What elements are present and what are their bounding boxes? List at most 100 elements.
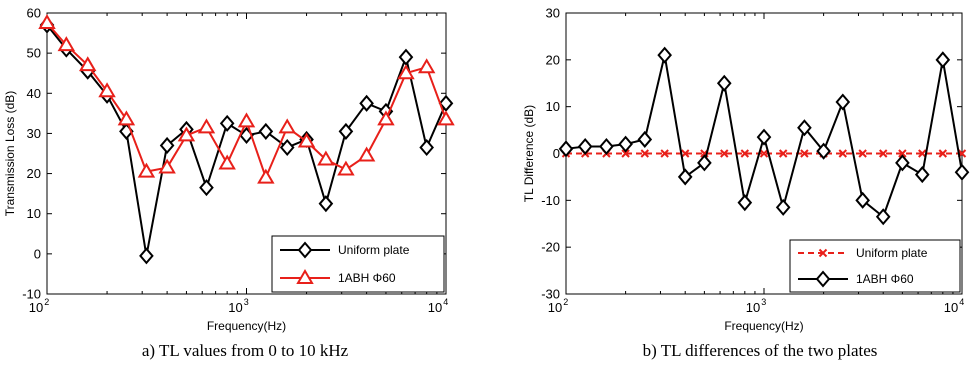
data-point [756,128,772,146]
y-tick-label: 20 [27,166,41,181]
y-tick-label: -10 [541,193,560,208]
data-point [558,140,574,158]
data-point [677,168,693,186]
data-point [938,149,948,158]
data-point [800,149,809,158]
y-tick-label: 10 [546,99,560,114]
data-point [139,247,154,265]
data-point [778,149,788,158]
data-point [918,149,927,158]
data-point [895,154,910,172]
data-point [640,149,649,158]
data-point [219,114,235,132]
data-point [438,94,454,112]
data-point [359,94,374,112]
data-point [377,110,395,126]
data-point [279,138,295,157]
data-point [875,208,891,226]
x-tick-label: 102 [29,297,49,315]
chart-2: 102 103 104 -30 -20 -10 0 10 20 30 Frequency(Hz) TL… [522,6,970,360]
data-point [199,179,214,197]
data-point [740,149,750,158]
data-point [618,135,633,153]
data-point [716,74,732,92]
data-point [297,132,316,148]
data-point [419,138,434,157]
data-point [759,149,769,158]
data-point [697,154,712,172]
data-point [660,149,669,158]
data-point [177,126,196,142]
data-point [879,149,888,158]
data-point [838,149,847,158]
data-point [816,142,831,160]
series-1 [561,149,967,158]
legend-marker [297,241,313,259]
figure-caption: b) TL differences of the two plates [643,341,878,360]
data-point [621,149,630,158]
data-point [57,36,76,52]
data-point [954,163,970,181]
x-tick-label: 104 [428,297,448,315]
data-point [599,137,614,156]
data-point [337,160,355,176]
data-point [158,158,176,174]
x-tick-label: 104 [944,297,964,315]
x-axis-label: Frequency(Hz) [207,319,286,333]
data-point [417,58,436,74]
legend-label: 1ABH Φ60 [856,272,914,286]
y-tick-label: 40 [27,86,41,101]
series-2 [558,46,970,226]
legend-label: Uniform plate [338,243,410,257]
legend-marker [815,270,831,288]
y-axis-label: Transmission Loss (dB) [3,91,17,217]
legend-box [271,235,445,293]
data-point [681,149,690,158]
y-tick-label: 10 [27,206,41,221]
x-tick-label: 103 [228,297,248,315]
legend: Uniform plate 1ABH Φ60 [271,235,445,293]
legend-box [789,239,961,293]
data-point [835,93,851,111]
data-point [898,149,907,158]
data-point [855,191,870,209]
data-point [258,122,274,140]
data-point [38,14,56,30]
y-tick-label: -30 [541,287,560,302]
y-tick-label: 30 [27,126,41,141]
data-point [398,48,414,66]
figure-caption: a) TL values from 0 to 10 kHz [142,341,349,360]
y-tick-label: 0 [553,146,560,161]
data-point [357,146,376,162]
y-tick-label: -20 [541,240,560,255]
series-1 [39,16,454,265]
y-tick-label: 60 [27,6,41,21]
data-point [657,46,672,64]
data-point [159,136,175,155]
legend-marker [818,248,828,258]
y-tick-label: 20 [546,52,560,67]
y-tick-label: 0 [34,246,41,261]
data-point [117,110,136,126]
x-tick-label: 103 [746,297,766,315]
x-axis-label: Frequency(Hz) [724,319,803,333]
y-tick-label: 50 [27,46,41,61]
data-point [278,118,296,134]
data-point [935,51,951,69]
y-tick-label: -10 [22,287,41,302]
data-point [257,168,275,184]
data-point [737,194,753,212]
data-point [858,149,867,158]
data-point [237,112,256,128]
legend: Uniform plate 1ABH Φ60 [789,239,961,293]
data-point [720,149,729,158]
data-point [914,166,930,184]
data-point [78,56,97,72]
data-point [98,82,116,98]
series-2 [38,14,455,184]
data-point [318,195,334,213]
legend-label: Uniform plate [856,246,928,260]
legend-label: 1ABH Φ60 [338,271,396,285]
x-tick-label: 102 [548,297,568,315]
